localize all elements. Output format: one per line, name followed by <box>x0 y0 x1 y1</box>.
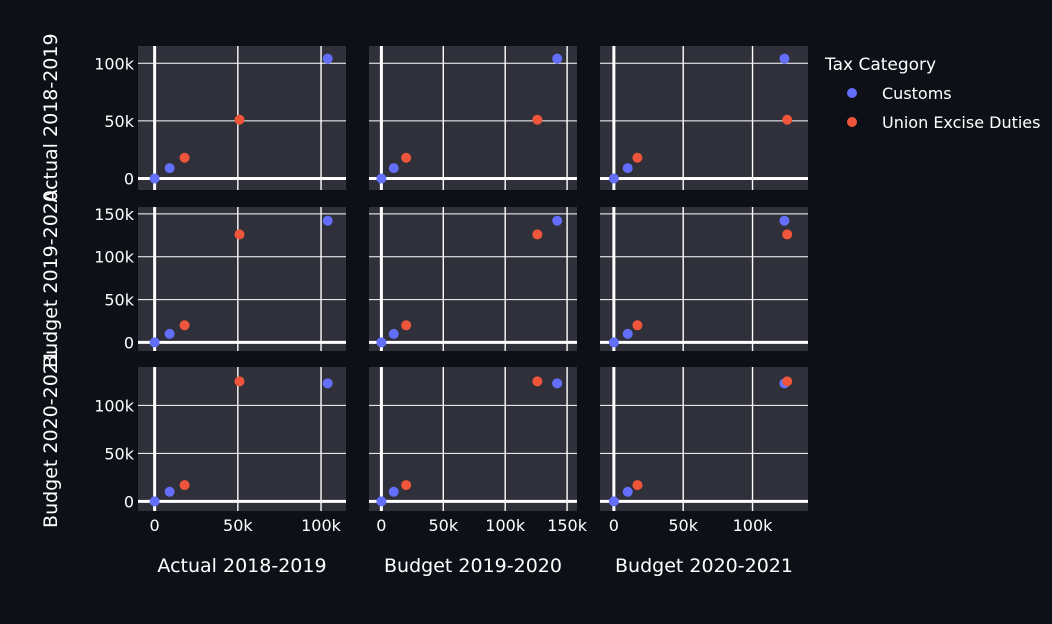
point-customs <box>322 215 333 226</box>
x-tick-label: 100k <box>485 516 526 535</box>
point-customs <box>552 53 563 64</box>
point-customs <box>164 163 175 174</box>
panel-actual-2018-2019-vs-budget-2020-2021 <box>600 46 808 190</box>
point-customs <box>149 173 160 184</box>
y-tick-label: 50k <box>104 291 134 310</box>
panels <box>138 46 808 511</box>
legend-label: Customs <box>882 84 952 103</box>
x-axis-title-actual-2018-2019: Actual 2018-2019 <box>157 555 326 577</box>
panel-budget-2020-2021-vs-budget-2020-2021 <box>600 367 808 511</box>
panel-background <box>600 207 808 351</box>
y-tick-label: 0 <box>124 492 134 511</box>
point-union-excise-duties <box>632 480 643 491</box>
point-customs <box>164 486 175 497</box>
x-tick-label: 100k <box>301 516 342 535</box>
point-union-excise-duties <box>179 320 190 331</box>
point-customs <box>376 173 387 184</box>
legend-marker <box>847 88 857 98</box>
point-customs <box>376 496 387 507</box>
point-customs <box>622 163 633 174</box>
panel-background <box>600 46 808 190</box>
point-union-excise-duties <box>179 480 190 491</box>
point-customs <box>622 328 633 339</box>
point-customs <box>149 337 160 348</box>
y-tick-label: 100k <box>94 396 135 415</box>
panel-background <box>369 207 577 351</box>
legend-item-union-excise-duties[interactable]: Union Excise Duties <box>847 113 1040 132</box>
legend-item-customs[interactable]: Customs <box>847 84 952 103</box>
point-union-excise-duties <box>234 376 245 387</box>
point-union-excise-duties <box>632 320 643 331</box>
x-tick-label: 0 <box>609 516 619 535</box>
x-tick-label: 50k <box>428 516 458 535</box>
point-union-excise-duties <box>782 229 793 240</box>
x-tick-label: 50k <box>223 516 253 535</box>
point-customs <box>552 378 563 389</box>
x-tick-label: 150k <box>547 516 588 535</box>
y-axis-title-budget-2020-2021: Budget 2020-2021 <box>40 350 62 528</box>
panel-actual-2018-2019-vs-budget-2019-2020 <box>369 46 577 190</box>
legend-marker <box>847 117 857 127</box>
axis-titles: Actual 2018-2019 Budget 2019-2020 Budget 2… <box>40 33 793 577</box>
y-tick-label: 50k <box>104 112 134 131</box>
point-customs <box>608 337 619 348</box>
point-customs <box>388 163 399 174</box>
point-customs <box>608 173 619 184</box>
point-customs <box>322 53 333 64</box>
panel-budget-2020-2021-vs-actual-2018-2019 <box>138 367 346 511</box>
y-axis-title-budget-2019-2020: Budget 2019-2020 <box>40 190 62 368</box>
point-customs <box>608 496 619 507</box>
point-customs <box>322 378 333 389</box>
legend[interactable]: Tax Category Customs Union Excise Duties <box>824 55 1040 132</box>
panel-budget-2019-2020-vs-budget-2020-2021 <box>600 207 808 351</box>
point-customs <box>622 486 633 497</box>
point-union-excise-duties <box>782 114 793 125</box>
point-union-excise-duties <box>532 229 543 240</box>
point-customs <box>779 215 790 226</box>
x-tick-label: 50k <box>668 516 698 535</box>
point-union-excise-duties <box>234 229 245 240</box>
y-tick-label: 150k <box>94 205 135 224</box>
point-union-excise-duties <box>401 152 412 163</box>
x-axis-title-budget-2019-2020: Budget 2019-2020 <box>384 555 562 577</box>
point-union-excise-duties <box>782 376 793 387</box>
point-union-excise-duties <box>632 152 643 163</box>
y-tick-label: 100k <box>94 248 135 267</box>
point-union-excise-duties <box>532 114 543 125</box>
y-tick-label: 0 <box>124 333 134 352</box>
tick-labels: 0 50k 100k 0 50k 100k 150k 0 50k 100k 0 50k 100k 0 50k… <box>94 54 773 535</box>
point-union-excise-duties <box>179 152 190 163</box>
point-customs <box>552 215 563 226</box>
panel-actual-2018-2019-vs-actual-2018-2019 <box>138 46 346 190</box>
point-customs <box>164 328 175 339</box>
y-tick-label: 100k <box>94 54 135 73</box>
point-customs <box>388 328 399 339</box>
panel-budget-2020-2021-vs-budget-2019-2020 <box>369 367 577 511</box>
legend-label: Union Excise Duties <box>882 113 1040 132</box>
legend-title: Tax Category <box>824 55 936 75</box>
x-tick-label: 0 <box>150 516 160 535</box>
point-union-excise-duties <box>234 114 245 125</box>
panel-background <box>138 367 346 511</box>
point-union-excise-duties <box>401 320 412 331</box>
panel-background <box>369 367 577 511</box>
panel-budget-2019-2020-vs-actual-2018-2019 <box>138 207 346 351</box>
point-union-excise-duties <box>532 376 543 387</box>
y-tick-label: 50k <box>104 444 134 463</box>
point-customs <box>376 337 387 348</box>
point-customs <box>779 53 790 64</box>
y-axis-title-actual-2018-2019: Actual 2018-2019 <box>40 33 62 202</box>
x-tick-label: 0 <box>376 516 386 535</box>
panel-budget-2019-2020-vs-budget-2019-2020 <box>369 207 577 351</box>
panel-background <box>369 46 577 190</box>
x-axis-title-budget-2020-2021: Budget 2020-2021 <box>615 555 793 577</box>
point-customs <box>388 486 399 497</box>
x-tick-label: 100k <box>733 516 774 535</box>
y-tick-label: 0 <box>124 169 134 188</box>
point-customs <box>149 496 160 507</box>
point-union-excise-duties <box>401 480 412 491</box>
